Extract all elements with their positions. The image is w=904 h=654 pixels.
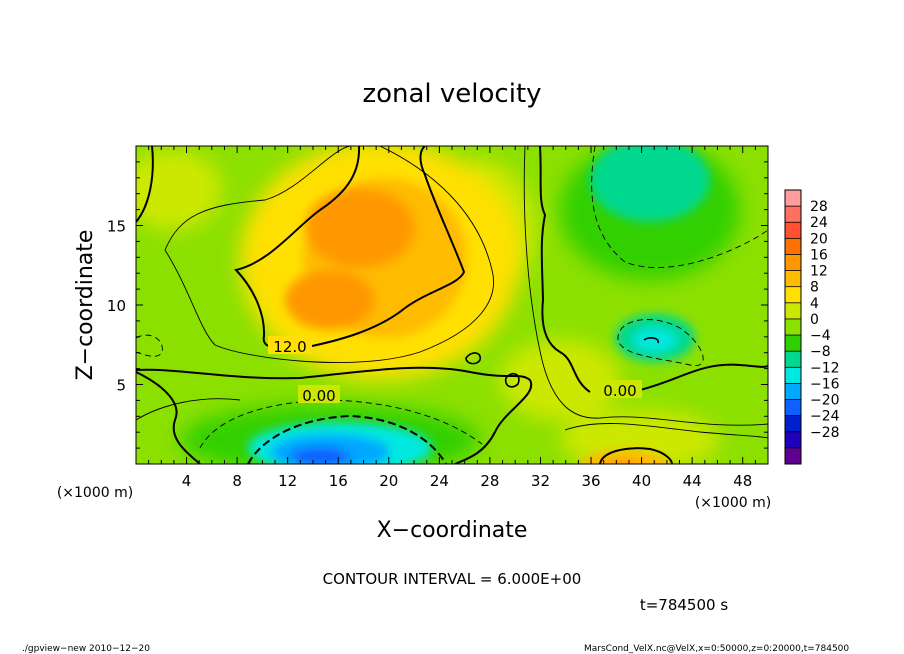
colorbar-swatch (785, 270, 801, 288)
x-unit-left: (×1000 m) (57, 485, 133, 501)
field-lower-right-core (604, 460, 640, 464)
contour-6-lower-right (564, 423, 768, 439)
x-tick-label: 16 (329, 472, 348, 490)
contour-interval-text: CONTOUR INTERVAL = 6.000E+00 (323, 570, 582, 588)
colorbar-label: −20 (810, 393, 840, 409)
colorbar-swatch (785, 190, 801, 207)
colorbar-label: 12 (810, 264, 828, 280)
x-tick-label: 48 (733, 472, 752, 490)
colorbar-label: 16 (810, 247, 828, 263)
colorbar-swatch (785, 318, 801, 336)
colorbar-label: 4 (810, 296, 819, 312)
contour-zero-left (136, 146, 154, 223)
x-tick-label: 24 (430, 472, 449, 490)
y-axis: 5 10 15 (107, 161, 768, 449)
contour-zero-blob-1 (465, 352, 482, 365)
colorbar-swatch (785, 367, 801, 384)
x-axis-label: X−coordinate (377, 518, 528, 543)
contour-label-box-0b (598, 380, 642, 398)
colorbar-label: −28 (810, 425, 840, 441)
x-tick-label: 12 (278, 472, 297, 490)
field-lower-deep-blue (290, 447, 350, 464)
footer-right: MarsCond_VelX.nc@VelX,x=0:50000,z=0:2000… (584, 644, 849, 654)
contour-label-box-0a (298, 385, 340, 403)
colorbar-label: −12 (810, 360, 840, 376)
x-tick-label: 32 (531, 472, 550, 490)
contour-label-box-12 (268, 336, 312, 354)
field-mid-jet (285, 270, 375, 330)
x-tick-label: 28 (480, 472, 499, 490)
colorbar-swatch (785, 399, 801, 417)
colorbar-swatch (785, 351, 801, 368)
colorbar-swatch (785, 383, 801, 401)
x-unit-right: (×1000 m) (695, 495, 771, 511)
colorbar-label: 20 (810, 231, 828, 247)
field-right-cyan (633, 328, 677, 352)
colorbar-label: −4 (810, 328, 831, 344)
contour-zero-main (136, 366, 533, 464)
colorbar-swatch (785, 335, 801, 352)
x-axis: 4 8 12 16 20 24 28 32 36 40 44 48 (148, 146, 756, 490)
field-upper-right-teal (590, 146, 710, 222)
colorbar-swatch (785, 254, 801, 272)
contour-12-lower-right (599, 447, 673, 464)
contour-6-right (523, 146, 768, 426)
field-lower-right-orange (580, 450, 670, 464)
contour-zero-right (639, 363, 768, 391)
colorbar-swatch (785, 222, 801, 239)
x-tick-label: 40 (632, 472, 651, 490)
colorbar-label: 8 (810, 280, 819, 296)
x-tick-label: 36 (581, 472, 600, 490)
y-tick-label: 15 (107, 218, 126, 236)
colorbar-label: −8 (810, 344, 831, 360)
colorbar-label: 24 (810, 215, 828, 231)
colorbar-swatch (785, 206, 801, 223)
y-tick-label: 10 (107, 297, 126, 315)
contour-label: 12.0 (273, 338, 306, 356)
contour-6-lower-left (136, 398, 241, 421)
colorbar-swatch (785, 447, 801, 465)
heatmap-field (136, 146, 768, 464)
x-tick-label: 4 (182, 472, 192, 490)
field-mid-patch (500, 340, 620, 420)
colorbar-swatch (785, 302, 801, 320)
contour-neg12-lower (247, 414, 447, 464)
y-tick-label: 5 (116, 377, 126, 395)
field-upper-jet (305, 188, 415, 268)
colorbar-swatch (785, 286, 801, 304)
contour-neg6-left (136, 334, 163, 357)
contour-label: 0.00 (603, 382, 636, 400)
field-upper-left-patch (136, 150, 222, 230)
x-tick-label: 8 (232, 472, 242, 490)
colorbar-label: −16 (810, 376, 840, 392)
contour-zero-blob-2 (504, 372, 520, 388)
contour-6-upper (164, 146, 494, 363)
colorbar-swatch (785, 431, 801, 449)
y-axis-label: Z−coordinate (73, 230, 98, 381)
time-text: t=784500 s (640, 596, 728, 614)
colorbar-swatch (785, 415, 801, 433)
contour-12 (234, 146, 466, 348)
colorbar-swatch (785, 238, 801, 255)
x-tick-label: 20 (379, 472, 398, 490)
contour-label: 0.00 (302, 387, 335, 405)
chart-title: zonal velocity (362, 79, 541, 109)
colorbar-label: 0 (810, 312, 819, 328)
contour-neg12-right (643, 337, 660, 344)
contour-zero-vertical (539, 146, 591, 393)
colorbar-label: 28 (810, 199, 828, 215)
colorbar-frame (784, 189, 802, 465)
footer-left: ./gpview−new 2010−12−20 (22, 644, 150, 654)
x-tick-label: 44 (683, 472, 702, 490)
colorbar-label: −24 (810, 409, 840, 425)
